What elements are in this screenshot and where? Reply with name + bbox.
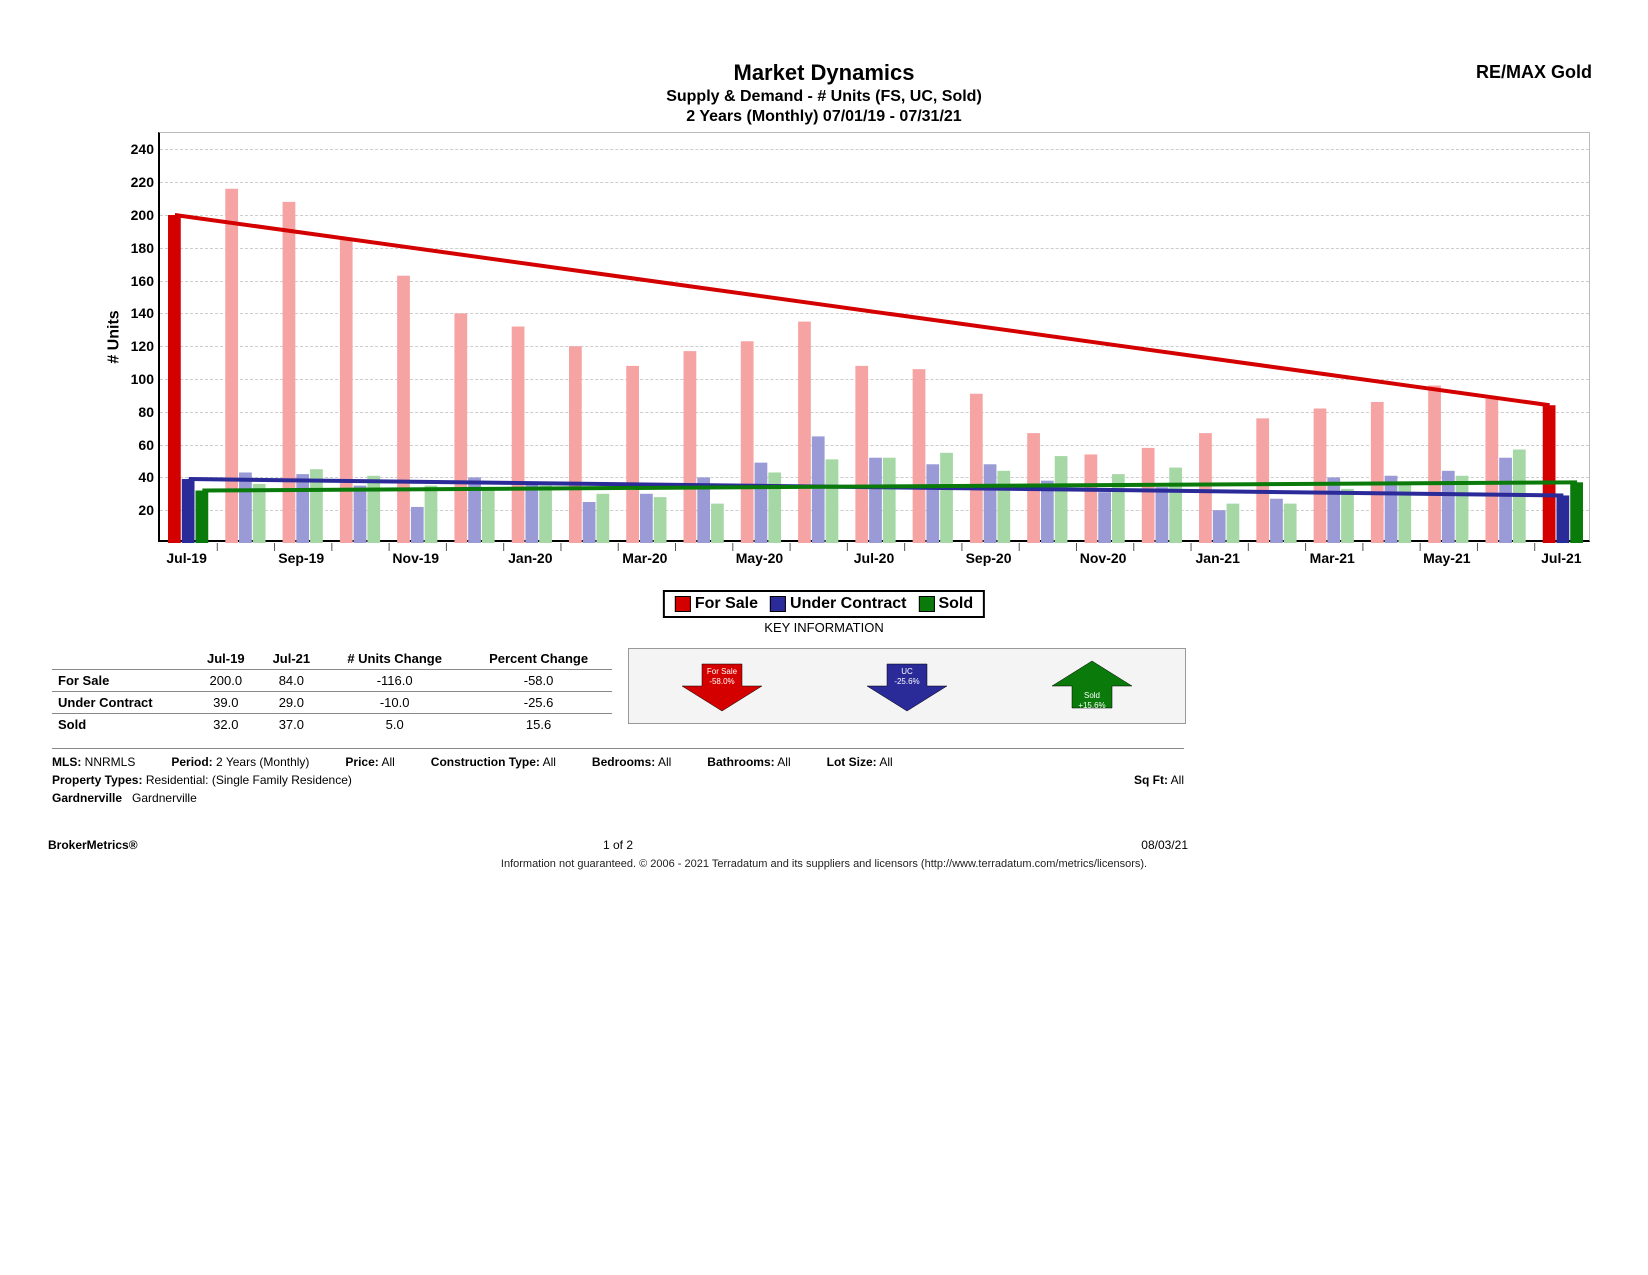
change-arrows: For Sale-58.0% UC-25.6% Sold+15.6% [628,648,1186,724]
y-tick: 160 [118,273,154,289]
legend-sold: Sold [918,595,973,613]
arrow-for-sale: For Sale-58.0% [629,649,814,723]
x-tick-label: Sep-20 [966,550,1012,566]
filters: MLS: NNRMLS Period: 2 Years (Monthly) Pr… [52,748,1184,809]
product-label: BrokerMetrics® [48,838,138,852]
x-tick-label: Nov-19 [392,550,439,566]
x-tick-label: Jan-21 [1195,550,1239,566]
x-tick-label: Jan-20 [508,550,552,566]
y-tick: 140 [118,305,154,321]
y-tick: 220 [118,174,154,190]
table-row: Sold32.037.05.015.6 [52,714,612,736]
svg-text:UC: UC [901,667,913,676]
y-tick: 40 [118,469,154,485]
x-axis-labels: Jul-19 Sep-19 Nov-19 Jan-20 Mar-20 May-20 Jul-… [158,546,1590,576]
legend: For Sale Under Contract Sold [663,590,985,618]
svg-text:For Sale: For Sale [707,667,738,676]
header: Market Dynamics Supply & Demand - # Unit… [0,60,1648,126]
x-tick-label: Jul-19 [166,550,206,566]
x-tick-label: Sep-19 [278,550,324,566]
table-row: Under Contract39.029.0-10.0-25.6 [52,692,612,714]
legend-under-contract: Under Contract [770,595,906,613]
chart: # Units 20406080100120140160180200220240… [48,132,1600,610]
key-table: Jul-19 Jul-21 # Units Change Percent Cha… [52,648,612,735]
y-tick: 120 [118,338,154,354]
chart-subtitle-1: Supply & Demand - # Units (FS, UC, Sold) [0,88,1648,106]
svg-text:Sold: Sold [1084,691,1100,700]
table-row: For Sale200.084.0-116.0-58.0 [52,670,612,692]
y-tick: 100 [118,371,154,387]
plot-area: # Units 20406080100120140160180200220240 [158,132,1590,542]
x-tick-label: May-20 [736,550,783,566]
arrow-sold: Sold+15.6% [1000,649,1185,723]
footer: BrokerMetrics® 1 of 2 08/03/21 [48,838,1188,852]
report-date: 08/03/21 [1141,838,1188,852]
legend-for-sale: For Sale [675,595,758,613]
x-tick-label: Jul-20 [854,550,894,566]
chart-title: Market Dynamics [0,60,1648,86]
arrow-uc: UC-25.6% [814,649,999,723]
x-tick-label: Jul-21 [1541,550,1581,566]
svg-text:-58.0%: -58.0% [709,677,734,686]
key-info-label: KEY INFORMATION [764,620,883,635]
x-tick-label: Nov-20 [1080,550,1127,566]
y-tick: 180 [118,240,154,256]
y-tick: 20 [118,502,154,518]
svg-text:-25.6%: -25.6% [894,677,919,686]
chart-subtitle-2: 2 Years (Monthly) 07/01/19 - 07/31/21 [0,108,1648,126]
y-tick: 60 [118,437,154,453]
x-tick-label: May-21 [1423,550,1470,566]
svg-text:+15.6%: +15.6% [1079,701,1106,710]
x-tick-label: Mar-21 [1310,550,1355,566]
y-tick: 200 [118,207,154,223]
x-tick-label: Mar-20 [622,550,667,566]
y-tick: 240 [118,141,154,157]
y-tick: 80 [118,404,154,420]
page-number: 1 of 2 [603,838,633,852]
disclaimer: Information not guaranteed. © 2006 - 202… [0,858,1648,870]
